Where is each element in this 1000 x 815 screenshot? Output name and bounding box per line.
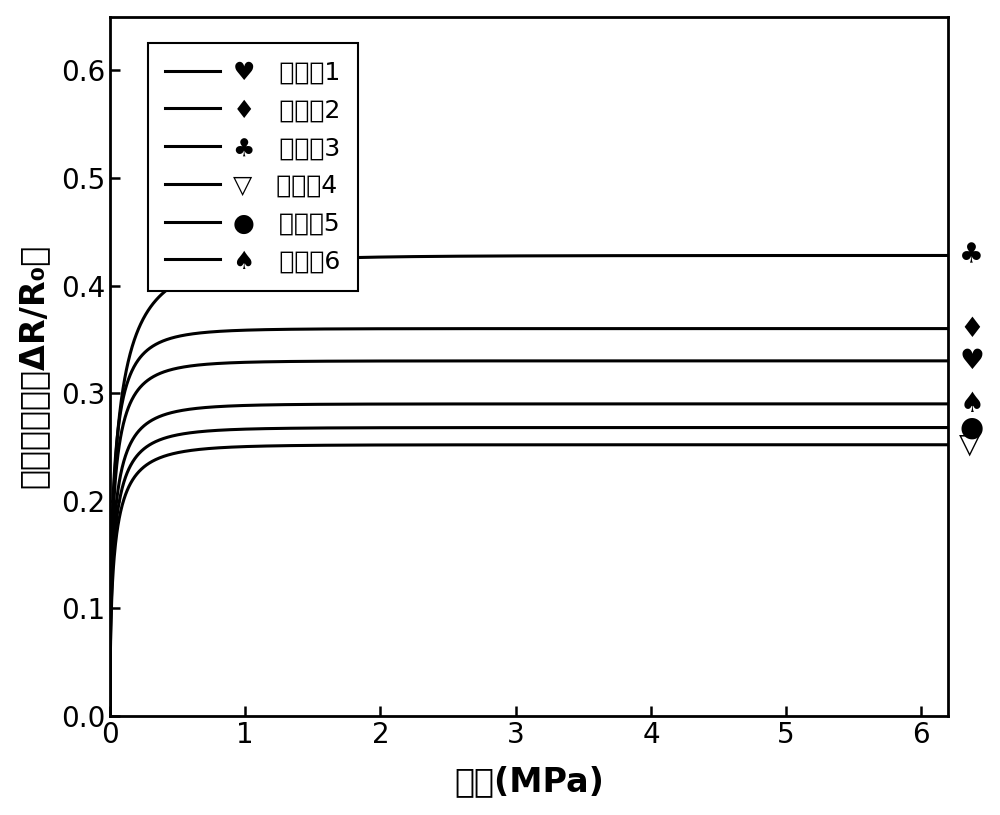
X-axis label: 压力(MPa): 压力(MPa)	[454, 765, 604, 799]
Text: ▽: ▽	[959, 431, 981, 459]
Text: ♣: ♣	[959, 241, 984, 270]
Legend: ♥   实施例1, ♦   实施例2, ♣   实施例3, ▽   实施例4, ●   实施例5, ♠   实施例6: ♥ 实施例1, ♦ 实施例2, ♣ 实施例3, ▽ 实施例4, ● 实施例5, …	[148, 43, 358, 291]
Y-axis label: 电阵变化率（ΔR/R₀）: 电阵变化率（ΔR/R₀）	[17, 244, 50, 488]
Text: ♠: ♠	[959, 390, 984, 418]
Text: ♦: ♦	[959, 315, 984, 342]
Text: ♥: ♥	[959, 347, 984, 375]
Text: ●: ●	[959, 413, 984, 442]
